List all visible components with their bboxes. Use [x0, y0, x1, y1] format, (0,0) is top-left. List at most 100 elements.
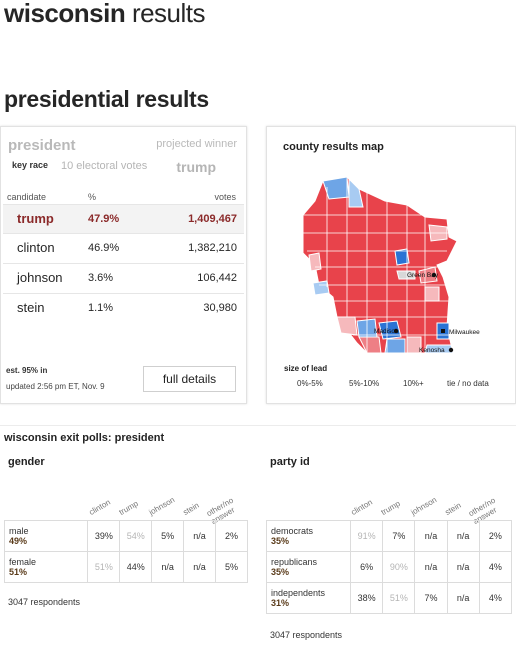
gender-respondents: 3047 respondents: [8, 597, 81, 607]
group-name: independents: [271, 588, 326, 598]
party-column-headers: clinton trump johnson stein other/no ans…: [262, 470, 516, 526]
group-name: republicans: [271, 557, 318, 567]
county-brown: [418, 266, 438, 284]
lead-legend-0-5: 0%-5%: [297, 379, 323, 388]
cell-johnson: n/a: [414, 520, 448, 552]
candidate-votes: 1,382,210: [188, 242, 237, 254]
county-east-pink: [424, 286, 440, 302]
candidate-pct: 3.6%: [88, 272, 114, 284]
lead-legend-10-plus: 10%+: [403, 379, 424, 388]
candidate-row-johnson: johnson 3.6% 106,442: [3, 264, 244, 294]
county-boundaries: [303, 179, 451, 353]
county-blue-west: [312, 280, 330, 296]
city-label-kenosha: Kenosha: [419, 347, 445, 354]
cell-stein: n/a: [446, 551, 480, 583]
candidate-name: johnson: [17, 270, 63, 285]
precincts-reporting: est. 95% in: [6, 366, 48, 375]
cell-stein: n/a: [183, 551, 217, 583]
group-name: democrats: [271, 526, 314, 536]
city-label-milwaukee: Milwaukee: [449, 329, 480, 336]
cell-clinton: 51%: [87, 551, 121, 583]
projected-winner: trump: [176, 159, 216, 175]
row-label: independents 31%: [265, 582, 352, 614]
city-dot-madison: [393, 328, 399, 334]
party-col-stein: stein: [443, 500, 463, 517]
projected-winner-label: projected winner: [156, 138, 237, 150]
candidate-votes: 106,442: [197, 272, 237, 284]
full-details-button[interactable]: full details: [143, 366, 236, 392]
cell-trump: 51%: [382, 582, 416, 614]
group-name: male: [9, 526, 29, 536]
city-label-green-bay: Green Bay: [407, 272, 439, 279]
cell-trump: 90%: [382, 551, 416, 583]
candidate-row-trump: trump 47.9% 1,409,467: [3, 204, 244, 234]
cell-other: 4%: [478, 551, 513, 583]
group-share: 35%: [271, 567, 290, 577]
cell-clinton: 6%: [350, 551, 384, 583]
presidential-results-card: president projected winner key race 10 e…: [0, 126, 247, 404]
party-col-trump: trump: [379, 498, 402, 517]
gender-col-clinton: clinton: [87, 497, 113, 517]
cell-trump: 7%: [382, 520, 416, 552]
party-poll-table: democrats 35% 91% 7% n/a n/a 2% republica…: [265, 520, 513, 614]
county-rock: [384, 338, 406, 354]
row-label: democrats 35%: [265, 520, 352, 552]
exit-polls-title: wisconsin exit polls: president: [4, 432, 165, 444]
candidate-pct: 1.1%: [88, 302, 114, 314]
cell-clinton: 38%: [350, 582, 384, 614]
cell-stein: n/a: [183, 520, 217, 552]
city-dot-milwaukee: [441, 329, 445, 333]
cell-other: 4%: [478, 582, 513, 614]
lead-legend-title: size of lead: [284, 364, 328, 373]
section-title: presidential results: [4, 86, 209, 112]
candidate-pct: 46.9%: [88, 242, 120, 254]
candidate-row-clinton: clinton 46.9% 1,382,210: [3, 234, 244, 264]
wisconsin-county-map[interactable]: Green Bay Madison Milwaukee Kenosha: [297, 167, 487, 357]
county-portage: [394, 248, 410, 266]
candidate-votes: 30,980: [203, 302, 237, 314]
city-dot-green-bay: [431, 272, 437, 278]
map-title: county results map: [283, 141, 384, 153]
party-respondents: 3047 respondents: [270, 630, 343, 640]
cell-johnson: n/a: [414, 551, 448, 583]
cell-clinton: 39%: [87, 520, 121, 552]
table-row: independents 31% 38% 51% 7% n/a 4%: [265, 582, 513, 614]
updated-time: updated 2:56 pm ET, Nov. 9: [6, 382, 105, 391]
electoral-votes: 10 electoral votes: [61, 160, 148, 172]
candidate-name: clinton: [17, 240, 55, 255]
cell-johnson: 5%: [151, 520, 185, 552]
cell-stein: n/a: [446, 582, 480, 614]
county-rep-mid-sw: [336, 316, 358, 336]
table-row: republicans 35% 6% 90% n/a n/a 4%: [265, 551, 513, 583]
cell-johnson: n/a: [151, 551, 185, 583]
county-rep-light-2: [308, 252, 322, 272]
col-header-candidate: candidate: [7, 192, 47, 202]
group-share: 49%: [9, 536, 28, 546]
county-kenosha: [424, 344, 454, 354]
county-map-card: county results map: [266, 126, 516, 404]
county-dane: [378, 320, 402, 340]
group-name: female: [9, 557, 37, 567]
cell-stein: n/a: [446, 520, 480, 552]
group-share: 35%: [271, 536, 290, 546]
cell-trump: 44%: [119, 551, 153, 583]
gender-col-johnson: johnson: [147, 495, 177, 517]
candidate-votes: 1,409,467: [188, 213, 237, 225]
header-suffix: results: [131, 0, 206, 28]
party-col-clinton: clinton: [349, 497, 375, 517]
cell-other: 2%: [215, 520, 248, 552]
county-gray-tie: [396, 270, 416, 280]
candidate-row-stein: stein 1.1% 30,980: [3, 294, 244, 324]
state-name: wisconsin: [4, 0, 126, 28]
table-row: male 49% 39% 54% 5% n/a 2%: [3, 520, 248, 552]
group-share: 31%: [271, 598, 290, 608]
col-header-votes: votes: [214, 192, 236, 202]
party-poll-title: party id: [270, 456, 310, 468]
cell-trump: 54%: [119, 520, 153, 552]
table-row: female 51% 51% 44% n/a n/a 5%: [3, 551, 248, 583]
section-divider: [0, 425, 516, 426]
candidate-pct: 47.9%: [88, 213, 120, 225]
cell-clinton: 91%: [350, 520, 384, 552]
key-race-badge: key race: [12, 160, 49, 170]
gender-poll-table: male 49% 39% 54% 5% n/a 2% female 51% 51% …: [3, 520, 248, 583]
